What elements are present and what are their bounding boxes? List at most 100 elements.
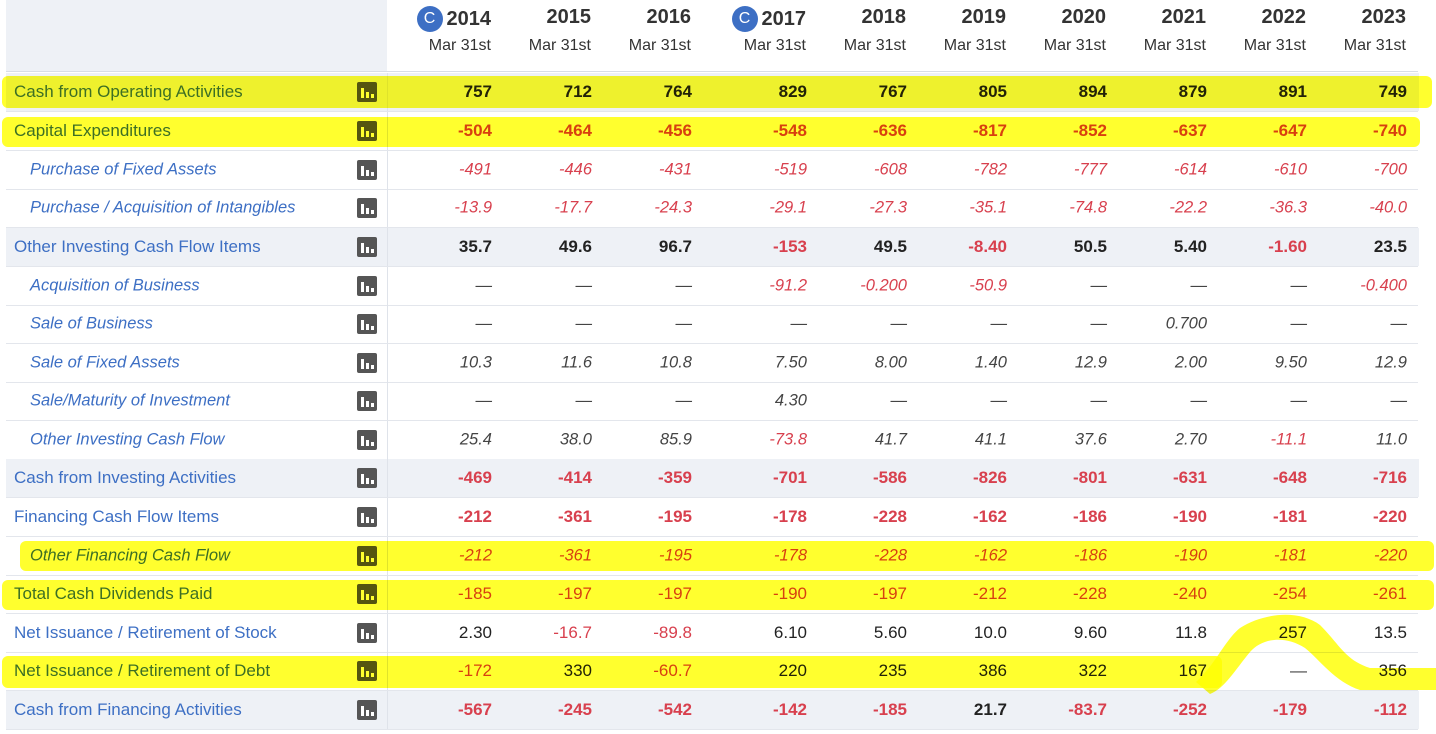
row-label-link[interactable]: Total Cash Dividends Paid [14,584,213,603]
table-cell-2015: -245 [557,700,592,719]
table-cell-2016: -195 [657,507,692,526]
year-text: 2016 [646,6,692,28]
bar-chart-icon[interactable] [357,623,377,643]
table-cell-2018: 5.60 [873,623,907,642]
table-cell-2016: -456 [657,121,692,140]
table-cell-2020: — [1090,391,1108,410]
column-date: Mar 31st [428,37,491,54]
table-cell-2022: -254 [1272,584,1307,603]
row-label-link[interactable]: Sale of Business [30,314,153,333]
table-cell-2022: -11.1 [1270,430,1307,449]
table-cell-2017: -548 [772,121,807,140]
row-values: -491 -446 -431 -519 -608 -782 -777 -614 -610 -700 [387,151,1419,189]
bar-chart-icon[interactable] [357,700,377,720]
table-cell-2015: -414 [557,468,592,487]
column-header-2018: 2018 Mar 31st [806,0,920,72]
row-label-link[interactable]: Sale/Maturity of Investment [30,391,230,410]
column-year[interactable]: C 2014 [416,6,491,32]
bar-chart-icon[interactable] [357,507,377,527]
table-cell-2023: -220 [1372,507,1407,526]
table-cell-2021: -240 [1172,584,1207,603]
table-cell-2014: — [475,276,493,295]
table-cell-2023: -220 [1373,546,1407,565]
table-cell-2023: 13.5 [1373,623,1407,642]
table-cell-2022: 257 [1278,623,1307,642]
row-label-cell: Other Investing Cash Flow [6,421,387,459]
row-label-link[interactable]: Net Issuance / Retirement of Debt [14,661,271,680]
table-cell-2022: -647 [1272,121,1307,140]
column-date: Mar 31st [1143,37,1206,54]
consolidated-badge[interactable]: C [416,6,443,32]
row-label-link[interactable]: Sale of Fixed Assets [30,353,180,372]
row-label-cell: Other Investing Cash Flow Items [6,228,387,266]
bar-chart-icon[interactable] [357,468,377,488]
bar-chart-icon[interactable] [357,160,377,180]
row-label-link[interactable]: Net Issuance / Retirement of Stock [14,623,277,642]
table-cell-2020: — [1090,276,1108,295]
bar-chart-icon[interactable] [357,237,377,257]
table-cell-2023: 11.0 [1376,430,1407,449]
row-label-link[interactable]: Cash from Investing Activities [14,468,237,487]
row-values: -212 -361 -195 -178 -228 -162 -186 -190 -181 -220 [387,537,1419,575]
bar-chart-icon[interactable] [357,430,377,450]
table-cell-2016: 96.7 [658,237,692,256]
table-cell-2014: — [475,314,493,333]
table-cell-2019: -826 [972,468,1007,487]
bar-chart-icon[interactable] [357,198,377,218]
table-cell-2016: 764 [663,82,692,101]
row-label-link[interactable]: Cash from Operating Activities [14,82,243,101]
table-cell-2015: 11.6 [561,353,592,372]
row-label-link[interactable]: Financing Cash Flow Items [14,507,220,526]
row-label-link[interactable]: Other Investing Cash Flow [30,430,225,449]
table-cell-2022: — [1290,391,1308,410]
row-label-link[interactable]: Purchase of Fixed Assets [30,160,217,179]
table-cell-2016: -197 [657,584,692,603]
year-text: 2022 [1261,6,1307,28]
column-header-2019: 2019 Mar 31st [906,0,1020,72]
row-values: — — — -91.2 -0.200 -50.9 — — — -0.400 [387,267,1419,305]
table-row: Net Issuance / Retirement of Debt -172 330… [6,652,1418,691]
row-label-link[interactable]: Acquisition of Business [30,276,200,295]
table-row: Other Investing Cash Flow Items 35.7 49.6 9… [6,228,1419,267]
table-cell-2021: 2.00 [1174,353,1207,372]
column-date: Mar 31st [943,37,1006,54]
table-cell-2020: 37.6 [1074,430,1107,449]
table-cell-2021: -631 [1172,468,1207,487]
row-label-link[interactable]: Cash from Financing Activities [14,700,242,719]
table-cell-2023: -700 [1373,160,1407,179]
bar-chart-icon[interactable] [357,584,377,604]
table-row: Total Cash Dividends Paid -185 -197 -197 -19… [6,575,1418,614]
table-cell-2017: -29.1 [769,198,807,217]
table-cell-2020: -228 [1072,584,1107,603]
column-year: 2015 [547,6,592,29]
bar-chart-icon[interactable] [357,276,377,296]
row-values: -567 -245 -542 -142 -185 21.7 -83.7 -252 -179 -11… [387,691,1419,729]
row-label-link[interactable]: Other Investing Cash Flow Items [14,237,261,256]
table-cell-2017: 4.30 [774,391,807,410]
row-label-link[interactable]: Purchase / Acquisition of Intangibles [30,198,296,217]
table-cell-2021: 11.8 [1175,623,1207,642]
row-values: -469 -414 -359 -701 -586 -826 -801 -631 -648 -716 [387,459,1419,497]
consolidated-badge[interactable]: C [731,6,758,32]
column-year: 2016 [647,6,692,29]
bar-chart-icon[interactable] [357,314,377,334]
bar-chart-icon[interactable] [357,391,377,411]
bar-chart-icon[interactable] [357,353,377,373]
bar-chart-icon[interactable] [357,82,377,102]
column-header-2015: 2015 Mar 31st [491,0,605,72]
table-cell-2015: -361 [558,546,592,565]
table-cell-2022: — [1290,661,1307,680]
column-header-2014: C 2014 Mar 31st [388,0,505,72]
table-cell-2016: -195 [658,546,692,565]
table-cell-2019: -35.1 [969,198,1007,217]
table-cell-2019: — [990,391,1008,410]
column-year[interactable]: C 2017 [731,6,806,32]
table-cell-2023: -40.0 [1369,198,1407,217]
row-label-link[interactable]: Other Financing Cash Flow [30,546,230,565]
bar-chart-icon[interactable] [357,546,377,566]
bar-chart-icon[interactable] [357,121,377,141]
column-year: 2020 [1062,6,1107,29]
bar-chart-icon[interactable] [357,661,377,681]
row-label-link[interactable]: Capital Expenditures [14,121,171,140]
table-cell-2014: -491 [458,160,492,179]
